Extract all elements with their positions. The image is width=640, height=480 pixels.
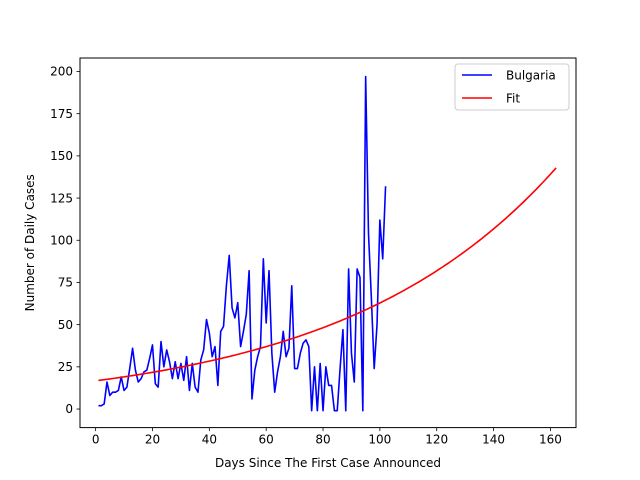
y-tick-label: 0 [65, 402, 73, 416]
y-tick-label: 25 [58, 360, 73, 374]
x-tick-label: 0 [92, 433, 100, 447]
y-tick-label: 175 [50, 107, 73, 121]
x-axis-label: Days Since The First Case Announced [215, 456, 441, 470]
series-line-bulgaria [98, 75, 387, 412]
legend-label-bulgaria: Bulgaria [506, 69, 556, 83]
x-tick-label: 20 [145, 433, 160, 447]
legend-label-fit: Fit [506, 92, 520, 106]
x-axis: 0 20 40 60 80 100 120 140 160 [92, 427, 562, 447]
y-tick-label: 125 [50, 191, 73, 205]
x-tick-label: 40 [202, 433, 217, 447]
y-axis: 0 25 50 75 100 125 150 175 200 [50, 65, 80, 416]
legend: Bulgaria Fit [454, 63, 570, 111]
x-tick-label: 100 [368, 433, 391, 447]
y-tick-label: 150 [50, 149, 73, 163]
y-tick-label: 200 [50, 65, 73, 79]
x-tick-label: 60 [259, 433, 274, 447]
series-line-fit [98, 167, 557, 382]
y-axis-label: Number of Daily Cases [23, 174, 37, 311]
x-tick-label: 160 [539, 433, 562, 447]
x-tick-label: 120 [425, 433, 448, 447]
x-tick-label: 80 [315, 433, 330, 447]
y-tick-label: 100 [50, 233, 73, 247]
plot-frame [79, 57, 577, 429]
plot-lines [98, 75, 557, 412]
y-tick-label: 50 [58, 318, 73, 332]
y-tick-label: 75 [58, 276, 73, 290]
x-tick-label: 140 [482, 433, 505, 447]
